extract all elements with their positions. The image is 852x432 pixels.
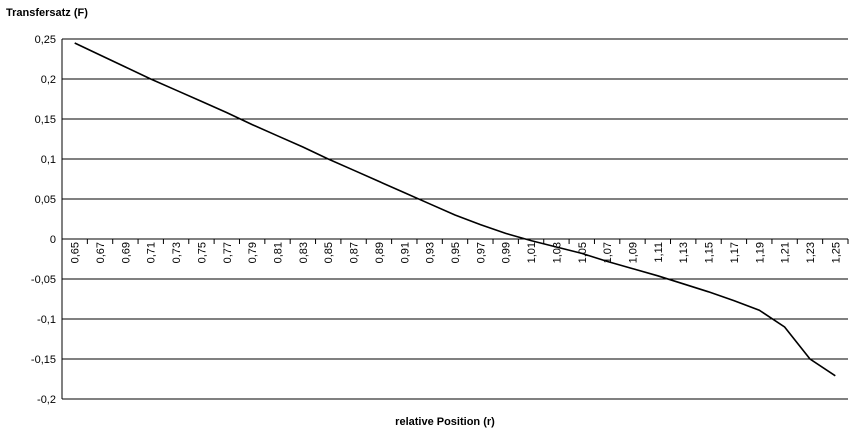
x-tick-label: 1,11 [653,242,665,263]
y-tick-label: 0,05 [35,194,56,206]
x-tick-label: 0,81 [273,242,285,263]
x-tick-label: 1,15 [704,242,716,263]
x-tick-label: 0,99 [501,242,513,263]
x-tick-label: 1,21 [780,242,792,263]
x-tick-label: 1,03 [551,242,563,263]
y-axis-title: Transfersatz (F) [6,7,88,19]
x-tick-label: 1,13 [678,242,690,263]
y-tick-label: 0,25 [35,34,56,46]
y-tick-label: 0,1 [41,154,56,166]
x-tick-label: 1,05 [577,242,589,263]
y-tick-label: -0,15 [31,354,56,366]
x-tick-label: 0,91 [399,242,411,263]
x-tick-label: 1,19 [754,242,766,263]
x-tick-label: 0,79 [247,242,259,263]
x-axis-title: relative Position (r) [395,416,495,428]
x-tick-label: 0,95 [450,242,462,263]
x-tick-label: 0,65 [70,242,82,263]
gridlines [61,38,849,400]
x-tick-label: 0,85 [323,242,335,263]
y-tick-label: 0 [50,234,56,246]
x-tick-label: 0,67 [95,242,107,263]
series-layer [74,42,836,377]
x-tick-label: 0,69 [120,242,132,263]
x-tick-label: 1,09 [627,242,639,263]
x-tick-label: 0,87 [349,242,361,263]
x-tick-label: 0,71 [146,242,158,263]
y-tick-label: 0,2 [41,74,56,86]
x-tick-label: 1,23 [805,242,817,263]
x-tick-label: 0,89 [374,242,386,263]
y-tick-label: 0,15 [35,114,56,126]
y-tick-label: -0,1 [37,314,56,326]
x-tick-label: 0,75 [196,242,208,263]
x-tick-label: 0,77 [222,242,234,263]
x-tick-label: 0,97 [475,242,487,263]
x-tick-labels: 0,65 0,67 0,69 0,71 0,73 0,75 0,77 0,79 0,81 0,83… [70,242,843,263]
x-tick-label: 0,93 [425,242,437,263]
x-tick-label: 1,25 [830,242,842,263]
series-line [74,42,836,377]
x-tick-label: 0,83 [298,242,310,263]
y-tick-labels: 0,25 0,2 0,15 0,1 0,05 0 -0,05 -0,1 -0,15 -0,2 [31,34,56,406]
x-tick-label: 1,07 [602,242,614,263]
x-tick-label: 0,73 [171,242,183,263]
y-tick-label: -0,05 [31,274,56,286]
y-tick-label: -0,2 [37,394,56,406]
x-tick-label: 1,17 [729,242,741,263]
x-tick-label: 1,01 [526,242,538,263]
